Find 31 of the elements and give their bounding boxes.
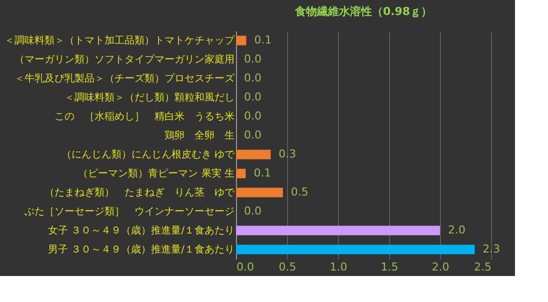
data-label: 0.0	[244, 204, 262, 218]
y-tick-label: （にんじん類）にんじん根皮むき ゆで	[61, 148, 236, 160]
y-tick-label: （たまねぎ類） たまねぎ りん茎 ゆで	[44, 186, 236, 198]
data-label: 0.1	[254, 34, 272, 46]
y-tick-label: ＜牛乳及び乳製品＞（チーズ類）プロセスチーズ	[14, 72, 236, 84]
x-tick-label: 2.5	[474, 260, 492, 274]
data-label: 0.1	[254, 166, 272, 180]
data-label: 0.0	[244, 90, 262, 104]
data-label: 0.5	[290, 186, 308, 198]
y-tick-label: 鶏卵 全卵 生	[164, 130, 234, 142]
x-tick-label: 2.0	[432, 260, 450, 274]
data-label: 2.0	[448, 224, 466, 236]
data-label: 0.0	[244, 110, 262, 122]
y-tick-label: ＜調味料類＞（トマト加工品類）トマトケチャップ	[4, 34, 236, 46]
x-tick-label: 0.5	[278, 260, 296, 274]
y-tick-label: この ［水稲めし］ 精白米 うるち米	[54, 110, 234, 122]
data-label: 0.0	[244, 72, 262, 84]
data-label: 0.0	[244, 52, 262, 66]
y-tick-label: （ピーマン類）青ピーマン 果実 生	[78, 168, 234, 180]
x-tick-label: 0.0	[236, 260, 254, 274]
y-tick-label: ＜調味料類＞（だし類）顆粒和風だし	[64, 92, 234, 104]
y-tick-label: （マーガリン類）ソフトタイプマーガリン家庭用	[14, 54, 234, 66]
data-label: 0.0	[244, 128, 262, 142]
y-tick-label: 男子 ３０～４９（歳）推進量/１食あたり	[48, 244, 234, 256]
data-label: 0.3	[278, 148, 296, 160]
y-tick-label: 女子 ３０～４９（歳）推進量/１食あたり	[48, 224, 234, 236]
y-tick-label: ぶた［ソーセージ類］ ウインナーソーセージ	[24, 206, 234, 218]
chart-title: 食物繊維水溶性（0.98ｇ）	[294, 5, 432, 18]
x-tick-label: 1.0	[330, 260, 348, 274]
x-tick-label: 1.5	[380, 260, 398, 274]
data-label: 2.3	[482, 242, 500, 256]
